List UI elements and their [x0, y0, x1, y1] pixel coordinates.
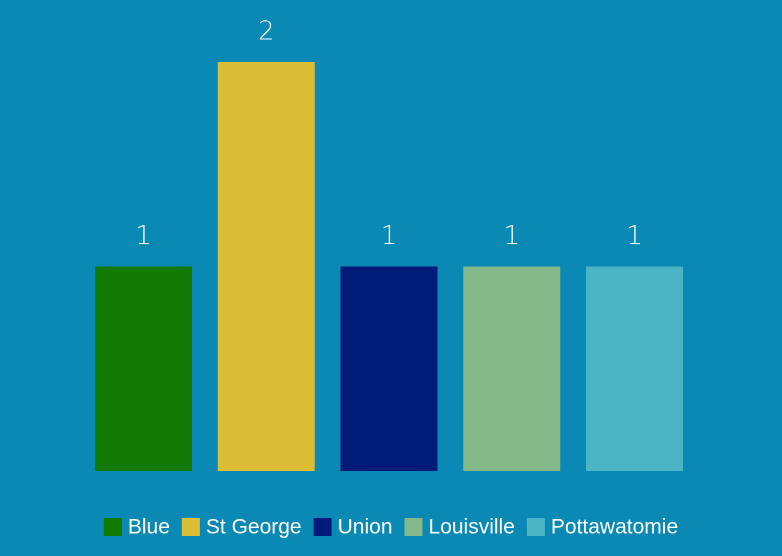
legend-label: Pottawatomie [551, 516, 678, 539]
legend-label: Union [338, 516, 393, 539]
data-label: 1 [626, 221, 643, 251]
legend-swatch [313, 518, 332, 536]
bar [94, 266, 192, 471]
bar [217, 62, 315, 471]
bar [463, 266, 561, 471]
legend-label: St George [206, 516, 302, 539]
legend-label: Blue [128, 516, 170, 539]
data-label: 2 [258, 17, 275, 47]
data-label: 1 [381, 221, 398, 251]
legend-swatch [181, 518, 200, 536]
data-label: 1 [503, 221, 520, 251]
bar [586, 266, 684, 471]
legend-swatch [526, 518, 545, 536]
legend-label: Louisville [429, 516, 515, 539]
bar [340, 266, 438, 471]
data-label: 1 [135, 221, 152, 251]
legend-swatch [404, 518, 423, 536]
legend-swatch [103, 518, 122, 536]
